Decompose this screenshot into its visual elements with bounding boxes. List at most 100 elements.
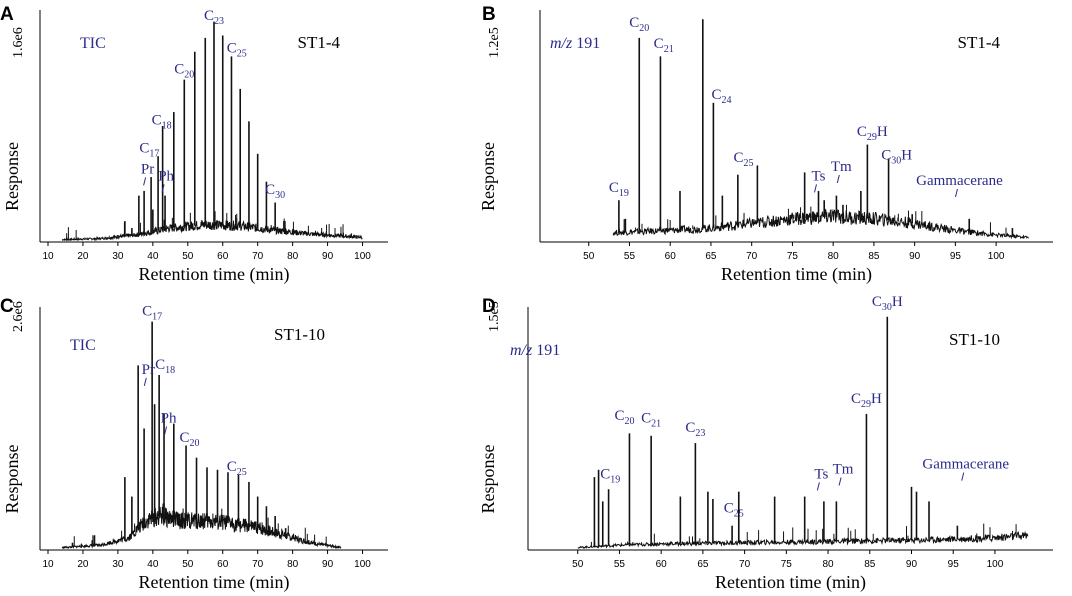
x-tick-label-b: 75 [787,251,799,262]
panel-a: A Response 1.6e6 10 20 30 40 50 60 70 80 90 100 Reten… [0,4,388,285]
peak-label-b: C21 [654,36,674,55]
x-tick-label-c: 60 [217,559,229,570]
peak-label-b: C24 [712,87,732,106]
sample-label-a: ST1-4 [298,33,341,52]
x-tick-label-c: 20 [77,559,89,570]
peak-pointer-c [164,426,168,435]
y-axis-title-c: Response [2,444,22,513]
x-tick-label-d: 80 [822,559,834,570]
x-tick-label-b: 70 [746,251,758,262]
x-tick-label-b: 80 [828,251,840,262]
peak-label-d: C21 [641,411,661,430]
peak-label-c: Pr [142,362,155,378]
y-scale-a: 1.6e6 [11,27,26,58]
peak-label-b: Tm [831,159,852,175]
peak-label-b: C29H [857,124,888,143]
trace-baseline-a [61,219,363,242]
x-tick-label-d: 70 [739,559,751,570]
x-tick-label-b: 55 [624,251,636,262]
x-tick-label-b: 60 [665,251,677,262]
x-tick-label-a: 30 [112,251,124,262]
x-tick-label-b: 65 [705,251,717,262]
trace-baseline-b [612,208,1029,240]
peak-label-d: C29H [851,391,882,410]
x-tick-label-d: 85 [864,559,876,570]
x-tick-label-d: 100 [987,559,1004,570]
x-tick-label-b: 95 [950,251,962,262]
x-tick-label-c: 50 [182,559,194,570]
peak-label-d: C19 [600,466,620,485]
peak-label-a: C30 [265,182,285,201]
mode-label-d: m/z 191 [510,342,560,359]
peak-label-a: C20 [174,62,194,81]
x-tick-label-d: 65 [697,559,709,570]
trace-baseline-c [61,506,342,550]
peak-label-d: C30H [872,294,903,313]
x-tick-label-d: 50 [572,559,584,570]
x-tick-label-a: 20 [77,251,89,262]
x-tick-label-d: 95 [948,559,960,570]
panel-letter-c: C [0,296,14,317]
x-tick-label-c: 80 [287,559,299,570]
mode-label-b: m/z 191 [550,35,600,52]
peak-label-a: C17 [139,140,159,159]
mode-label-a: TIC [80,35,106,52]
peak-pointer-b [814,184,817,193]
peak-label-c: C25 [227,459,247,478]
x-tick-label-b: 90 [909,251,921,262]
x-tick-label-a: 70 [252,251,264,262]
panel-c: C Response 2.6e6 10 20 30 40 50 60 70 80 90 100 Reten… [0,296,388,593]
y-scale-d: 1.5e5 [487,301,502,332]
peak-label-b: Gammacerane [916,173,1003,189]
x-axis-title-b: Retention time (min) [721,264,872,285]
peak-pointer-a [143,177,147,186]
peak-pointer-d [816,482,820,491]
peak-label-d: Gammacerane [922,457,1009,473]
panel-letter-d: D [482,296,496,317]
peak-pointer-a [161,184,165,193]
panel-b: B Response 1.2e5 50 55 60 65 70 75 80 85 90 95 100 Ret… [478,4,1053,285]
x-tick-label-c: 10 [42,559,54,570]
trace-baseline-d [577,530,1029,550]
mode-label-c: TIC [70,337,96,354]
peak-label-a: C18 [152,113,172,132]
x-tick-label-c: 40 [147,559,159,570]
x-tick-label-d: 55 [614,559,626,570]
x-tick-label-a: 10 [42,251,54,262]
x-tick-label-d: 75 [781,559,793,570]
x-tick-label-b: 100 [988,251,1005,262]
peak-label-c: C18 [155,357,175,376]
x-axis-title-a: Retention time (min) [139,264,290,285]
peak-label-b: C25 [734,150,754,169]
y-scale-c: 2.6e6 [11,301,26,332]
peak-label-d: Tm [833,462,854,478]
x-tick-label-a: 90 [322,251,334,262]
peak-label-d: Ts [814,466,828,482]
x-tick-label-c: 90 [322,559,334,570]
x-tick-label-a: 100 [354,251,371,262]
x-tick-label-a: 50 [182,251,194,262]
peak-label-a: C23 [204,8,224,27]
peak-label-b: Ts [812,168,826,184]
peak-label-d: C25 [724,500,744,519]
x-tick-label-c: 100 [354,559,371,570]
y-axis-title-d: Response [478,444,498,513]
peak-label-c: C20 [180,430,200,449]
peak-pointer-b [836,174,840,184]
y-axis-title-b: Response [478,142,498,211]
x-tick-label-a: 60 [217,251,229,262]
peak-label-d: C20 [614,408,634,427]
x-tick-label-b: 50 [583,251,595,262]
panel-letter-b: B [482,4,496,25]
x-tick-label-c: 30 [112,559,124,570]
y-axis-title-a: Response [2,142,22,211]
peak-pointer-d [838,477,842,486]
peak-label-b: C30H [881,147,912,166]
peak-pointer-d [961,472,965,481]
x-tick-label-a: 80 [287,251,299,262]
peak-label-a: Pr [141,161,154,177]
peak-label-a: C25 [227,41,247,60]
peak-pointer-b [954,188,958,198]
x-axis-title-c: Retention time (min) [139,572,290,593]
